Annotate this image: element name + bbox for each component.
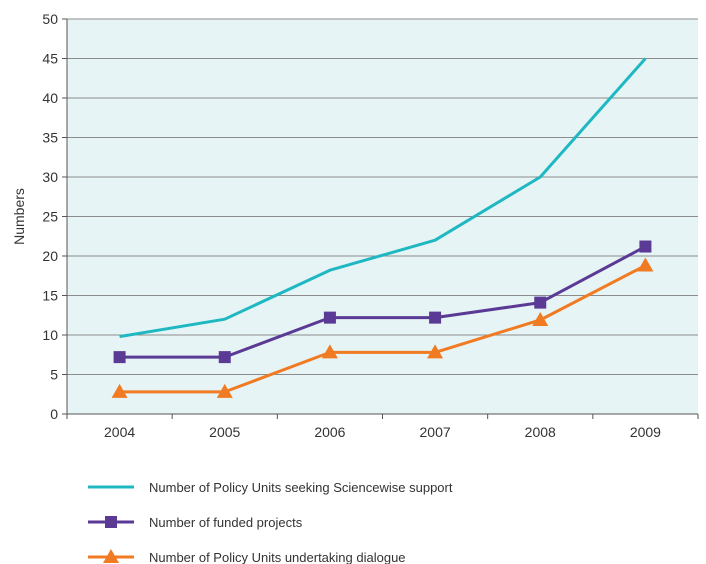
legend-label: Number of Policy Units undertaking dialo… [149,550,406,564]
grid-lines [62,18,698,415]
data-point-series-2 [218,351,231,364]
y-tick-label: 20 [42,248,58,264]
legend-label: Number of funded projects [149,515,303,530]
y-tick-label: 40 [42,90,58,106]
data-point-series-2 [323,311,336,324]
x-tick-label: 2009 [630,424,661,440]
y-tick-label: 0 [50,406,58,422]
legend-item: Number of Policy Units seeking Sciencewi… [88,480,453,495]
y-axis-title: Numbers [11,188,27,245]
series-markers [111,240,654,398]
x-tick-marks [66,414,699,419]
series-line-2 [119,245,647,359]
y-tick-label: 30 [42,169,58,185]
legend: Number of Policy Units seeking Sciencewi… [88,480,453,564]
data-point-series-2 [639,240,652,253]
x-tick-label: 2005 [209,424,240,440]
data-point-series-2 [429,311,442,324]
legend-marker [103,549,119,563]
data-point-series-3 [637,257,654,272]
x-tick-labels: 2004 2005 2006 2007 2008 2009 [104,424,661,440]
series-lines [119,57,647,394]
data-point-series-3 [427,344,444,359]
y-tick-labels: 0 5 10 15 20 25 30 35 40 45 50 [42,11,58,422]
data-point-series-3 [216,383,233,398]
legend-item: Number of funded projects [88,515,303,530]
series-line-1 [119,57,647,339]
x-tick-label: 2007 [420,424,451,440]
legend-item: Number of Policy Units undertaking dialo… [88,549,406,564]
data-point-series-3 [532,311,549,326]
y-tick-label: 5 [50,367,58,383]
y-tick-label: 45 [42,51,58,67]
legend-label: Number of Policy Units seeking Sciencewi… [149,480,453,495]
data-point-series-2 [113,351,126,364]
x-tick-label: 2004 [104,424,135,440]
legend-marker [105,516,117,528]
data-point-series-3 [321,344,338,359]
y-tick-label: 15 [42,288,58,304]
y-tick-label: 25 [42,209,58,225]
series-line-3 [119,264,647,394]
x-tick-label: 2008 [525,424,556,440]
y-tick-label: 35 [42,130,58,146]
y-tick-label: 10 [42,327,58,343]
data-point-series-2 [534,296,547,309]
data-point-series-3 [111,383,128,398]
x-tick-label: 2006 [314,424,345,440]
y-tick-label: 50 [42,11,58,27]
